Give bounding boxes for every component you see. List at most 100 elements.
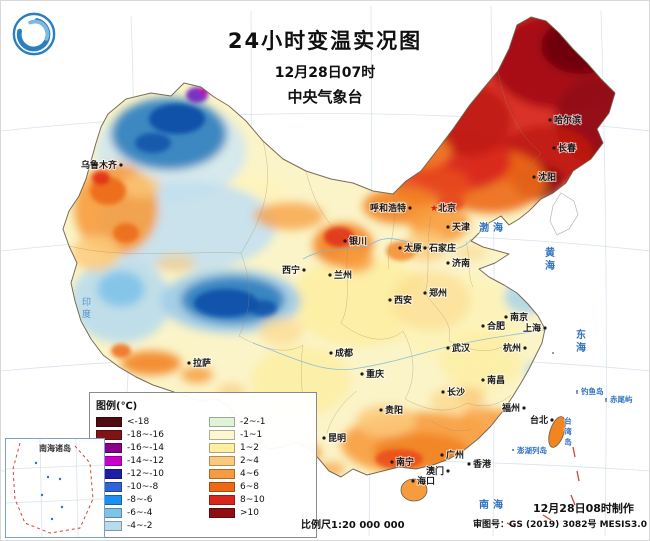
svg-text:黄海: 黄海 xyxy=(543,246,555,273)
legend-label: -1~1 xyxy=(240,429,263,440)
production-time: 12月28日08时制作 xyxy=(533,502,634,515)
svg-text:天津: 天津 xyxy=(452,221,470,233)
svg-text:银川: 银川 xyxy=(349,235,367,247)
svg-text:重庆: 重庆 xyxy=(366,368,384,380)
city-西宁: 西宁 xyxy=(281,263,306,277)
legend-label: -4~-2 xyxy=(127,520,153,531)
legend-label: -2~-1 xyxy=(240,416,266,427)
svg-text:★: ★ xyxy=(430,204,438,214)
city-上海: 上海 xyxy=(522,321,547,335)
city-兰州: 兰州 xyxy=(328,268,353,282)
svg-text:南宁: 南宁 xyxy=(396,456,414,468)
city-太原: 太原 xyxy=(398,241,423,255)
legend-label: <-18 xyxy=(127,416,150,427)
legend-column-cooling: <-18 -18~-16 -16~-14 -14~-12 -12~-10 -10~-8 -8… xyxy=(96,415,197,532)
legend-item: -14~-12 xyxy=(96,454,197,467)
offshore-islets xyxy=(528,352,607,454)
svg-text:广州: 广州 xyxy=(446,449,464,461)
city-南昌: 南昌 xyxy=(481,373,506,387)
legend-swatch xyxy=(209,442,235,453)
svg-text:福州: 福州 xyxy=(501,402,520,414)
south-china-sea-inset: 南海诸岛 xyxy=(5,438,105,538)
legend-item: 4~6 xyxy=(209,467,310,480)
city-北京: ★ 北京 xyxy=(430,201,457,215)
legend-item: 2~4 xyxy=(209,454,310,467)
legend-item: 6~8 xyxy=(209,480,310,493)
label-钓鱼岛: 钓鱼岛 xyxy=(576,385,605,397)
svg-text:东海: 东海 xyxy=(574,328,586,355)
svg-text:武汉: 武汉 xyxy=(452,342,471,354)
city-重庆: 重庆 xyxy=(360,367,385,381)
legend-item: -2~-1 xyxy=(209,415,310,428)
legend-item: -4~-2 xyxy=(96,519,197,532)
svg-text:台湾岛: 台湾岛 xyxy=(563,416,572,449)
legend-item: -8~-6 xyxy=(96,493,197,506)
city-南京: 南京 xyxy=(504,310,529,324)
svg-text:乌鲁木齐: 乌鲁木齐 xyxy=(81,159,118,171)
svg-text:西安: 西安 xyxy=(394,294,412,306)
legend-label: -12~-10 xyxy=(127,468,164,479)
svg-text:杭州: 杭州 xyxy=(503,342,521,354)
label-黄海: 黄海 xyxy=(542,245,556,274)
svg-text:沈阳: 沈阳 xyxy=(538,171,556,183)
map-scale: 比例尺1:20 000 000 xyxy=(301,520,405,531)
legend-item: -6~-4 xyxy=(96,506,197,519)
city-成都: 成都 xyxy=(329,346,354,360)
legend-label: 2~4 xyxy=(240,455,259,466)
legend-label: 8~10 xyxy=(240,494,265,505)
city-澳门: 澳门 xyxy=(425,464,450,478)
legend-label: 6~8 xyxy=(240,481,259,492)
svg-text:赤尾屿: 赤尾屿 xyxy=(610,394,633,404)
legend-label: -8~-6 xyxy=(127,494,153,505)
legend-item: -18~-16 xyxy=(96,428,197,441)
city-长沙: 长沙 xyxy=(441,385,466,399)
legend-label: 4~6 xyxy=(240,468,259,479)
svg-text:合肥: 合肥 xyxy=(487,320,505,332)
legend-item: >10 xyxy=(209,506,310,519)
china-outline xyxy=(62,16,616,478)
svg-text:贵阳: 贵阳 xyxy=(385,404,403,416)
svg-text:台北: 台北 xyxy=(530,414,548,426)
legend-label: -10~-8 xyxy=(127,481,159,492)
legend-swatch xyxy=(209,416,235,427)
legend-swatch xyxy=(209,455,235,466)
svg-text:南昌: 南昌 xyxy=(487,374,505,386)
svg-text:印度: 印度 xyxy=(80,296,91,321)
svg-text:南京: 南京 xyxy=(510,311,528,323)
label-印度: 印度 xyxy=(80,296,91,321)
legend-swatch xyxy=(96,429,122,440)
korea-outline xyxy=(549,192,579,236)
city-广州: 广州 xyxy=(440,448,465,462)
legend-label: -14~-12 xyxy=(127,455,164,466)
city-香港: 香港 xyxy=(467,457,493,471)
city-贵阳: 贵阳 xyxy=(379,403,404,417)
inset-title: 南海诸岛 xyxy=(39,444,71,453)
city-西安: 西安 xyxy=(388,293,413,307)
city-哈尔滨: 哈尔滨 xyxy=(548,113,582,127)
svg-text:香港: 香港 xyxy=(472,458,492,470)
svg-text:长春: 长春 xyxy=(558,142,577,154)
neighbor-labels-layer: 印度 xyxy=(80,296,91,321)
legend-item: 8~10 xyxy=(209,493,310,506)
svg-text:上海: 上海 xyxy=(523,322,541,334)
temperature-layer xyxy=(71,17,615,476)
svg-text:石家庄: 石家庄 xyxy=(428,242,456,254)
city-石家庄: 石家庄 xyxy=(423,241,457,255)
legend-label: >10 xyxy=(240,507,259,518)
label-赤尾屿: 赤尾屿 xyxy=(605,393,634,405)
svg-text:郑州: 郑州 xyxy=(429,287,447,299)
legend-item: -10~-8 xyxy=(96,480,197,493)
city-呼和浩特: 呼和浩特 xyxy=(369,201,412,215)
svg-text:昆明: 昆明 xyxy=(328,433,346,444)
legend-column-warming: -2~-1 -1~1 1~2 2~4 4~6 6~8 8~10 >10 xyxy=(209,415,310,532)
svg-text:渤海: 渤海 xyxy=(479,221,507,234)
svg-text:呼和浩特: 呼和浩特 xyxy=(370,202,406,214)
legend-swatch xyxy=(209,429,235,440)
svg-text:澎湖列岛: 澎湖列岛 xyxy=(517,445,547,455)
city-天津: 天津 xyxy=(446,220,471,234)
legend-swatch xyxy=(96,416,122,427)
city-长春: 长春 xyxy=(552,141,578,155)
label-东海: 东海 xyxy=(573,327,587,356)
